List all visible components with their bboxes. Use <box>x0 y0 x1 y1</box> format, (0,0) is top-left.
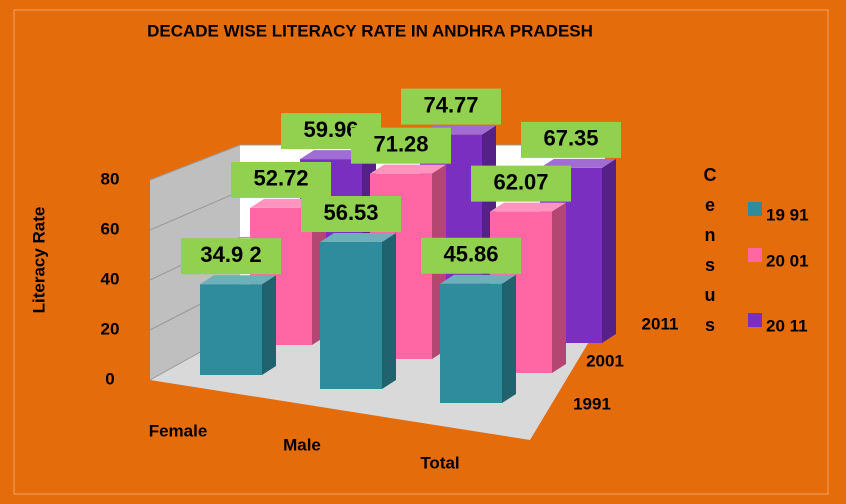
bar-side <box>602 158 616 343</box>
y-tick-label: 20 <box>101 319 120 338</box>
data-label-box <box>181 238 281 275</box>
depth-tick-label: 2011 <box>642 314 679 333</box>
data-label: 71.28 <box>373 131 428 156</box>
bar-top <box>370 164 446 174</box>
legend-swatch <box>748 313 762 327</box>
data-label-box <box>401 88 501 125</box>
depth-tick-label: 2001 <box>586 351 624 370</box>
data-label-box <box>351 127 451 164</box>
data-label: 74.77 <box>423 92 478 117</box>
legend-label: 19 91 <box>766 205 809 224</box>
data-label: 67.35 <box>543 126 598 151</box>
data-label-box <box>421 237 521 274</box>
data-label: 62.07 <box>493 169 548 194</box>
bar-top <box>200 275 276 285</box>
bar-side <box>552 202 566 373</box>
legend-swatch <box>748 248 762 262</box>
legend-title: Census <box>703 165 717 335</box>
bar-front <box>320 242 382 389</box>
bar-side <box>262 275 276 375</box>
data-label: 59.96 <box>303 117 358 142</box>
data-label: 45.86 <box>443 242 498 267</box>
y-tick-label: 80 <box>101 169 120 188</box>
bar-front <box>440 283 502 403</box>
data-label: 52.72 <box>253 166 308 191</box>
y-tick-label: 60 <box>101 219 120 238</box>
x-tick-label: Male <box>283 435 321 454</box>
chart-border <box>13 9 829 495</box>
bar-front <box>200 284 262 375</box>
data-label: 34.9 2 <box>200 242 261 267</box>
data-label: 56.53 <box>323 200 378 225</box>
data-label-box <box>231 161 331 198</box>
data-label-box <box>301 196 401 233</box>
x-tick-label: Total <box>420 453 459 472</box>
bar-side <box>502 274 516 403</box>
bar-top <box>490 202 566 212</box>
legend-label: 20 11 <box>766 316 808 335</box>
y-tick-label: 40 <box>101 269 120 288</box>
chart-title: DECADE WISE LITERACY RATE IN ANDHRA PRAD… <box>147 21 593 40</box>
bar-top <box>320 233 396 243</box>
bar-side <box>382 233 396 389</box>
y-axis-label: Literacy Rate <box>29 207 48 314</box>
legend-swatch <box>748 202 762 216</box>
depth-tick-label: 1991 <box>573 394 611 413</box>
data-label-box <box>471 165 571 202</box>
bar-top <box>440 274 516 284</box>
y-tick-label: 0 <box>105 369 114 388</box>
x-tick-label: Female <box>149 421 208 440</box>
data-label-box <box>521 121 621 158</box>
legend-label: 20 01 <box>766 251 809 270</box>
